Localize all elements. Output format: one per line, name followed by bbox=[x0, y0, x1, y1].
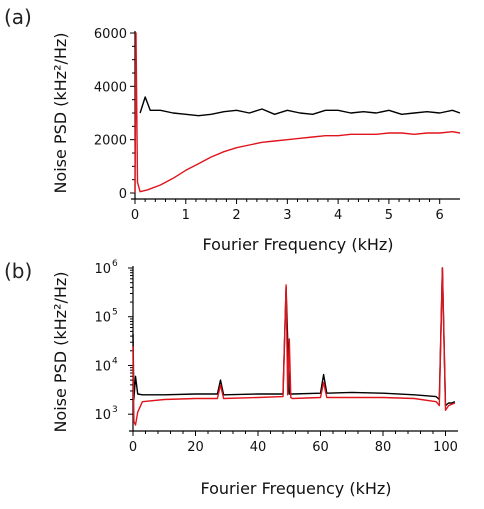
x-tick-label: 1 bbox=[182, 208, 190, 223]
x-tick-label: 80 bbox=[375, 440, 392, 455]
y-tick-exponent: 3 bbox=[112, 405, 118, 415]
x-tick-label: 20 bbox=[187, 440, 204, 455]
y-tick-label: 10 bbox=[94, 359, 111, 374]
panel-b: (b) Noise PSD (kHz²/Hz) Fourier Frequenc… bbox=[4, 259, 458, 498]
y-tick-label: 0 bbox=[119, 187, 127, 202]
y-tick-exponent: 5 bbox=[112, 308, 118, 318]
panel-a-x-axis-label: Fourier Frequency (kHz) bbox=[202, 235, 393, 254]
panel-b-series-black-line bbox=[132, 267, 456, 407]
y-tick-label: 2000 bbox=[94, 134, 127, 149]
x-tick-label: 100 bbox=[433, 440, 458, 455]
x-tick-label: 0 bbox=[129, 440, 137, 455]
x-tick-label: 6 bbox=[436, 208, 444, 223]
panel-b-y-axis-label: Noise PSD (kHz²/Hz) bbox=[51, 271, 70, 432]
x-tick-label: 60 bbox=[312, 440, 329, 455]
panel-a-series-red-line bbox=[134, 32, 461, 194]
panel-a-plot-area bbox=[134, 32, 461, 194]
x-tick-label: 2 bbox=[232, 208, 240, 223]
panel-a-series-black-line bbox=[139, 96, 461, 117]
panel-b-x-axis-label: Fourier Frequency (kHz) bbox=[200, 479, 391, 498]
y-tick-label: 10 bbox=[94, 262, 111, 277]
y-tick-label: 6000 bbox=[94, 27, 127, 42]
panel-a-y-axis-label: Noise PSD (kHz²/Hz) bbox=[51, 32, 70, 193]
panel-b-label: (b) bbox=[4, 259, 32, 283]
x-tick-label: 4 bbox=[334, 208, 342, 223]
y-tick-label: 10 bbox=[94, 408, 111, 423]
y-tick-label: 10 bbox=[94, 311, 111, 326]
panel-b-plot-area bbox=[132, 267, 456, 426]
panel-b-series-red-line bbox=[132, 267, 456, 426]
panel-a-label: (a) bbox=[4, 5, 32, 29]
x-tick-label: 40 bbox=[250, 440, 267, 455]
panel-a: (a) Noise PSD (kHz²/Hz) Fourier Frequenc… bbox=[4, 5, 461, 254]
y-tick-exponent: 6 bbox=[112, 259, 118, 269]
y-tick-exponent: 4 bbox=[112, 356, 118, 366]
x-tick-label: 0 bbox=[131, 208, 139, 223]
panel-a-axes: 0 1 2 3 4 5 6 0 2000 4000 6000 bbox=[94, 27, 460, 223]
x-tick-label: 5 bbox=[385, 208, 393, 223]
x-tick-label: 3 bbox=[283, 208, 291, 223]
y-tick-label: 4000 bbox=[94, 80, 127, 95]
